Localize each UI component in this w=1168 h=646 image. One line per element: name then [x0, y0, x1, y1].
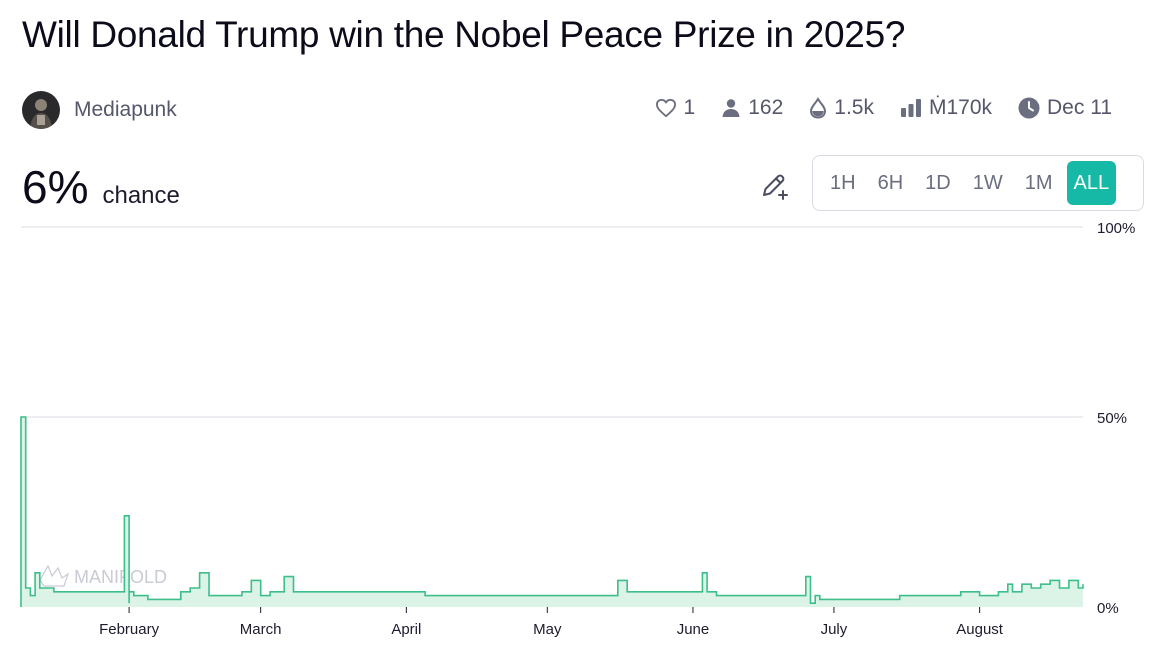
y-tick-label: 100%: [1097, 220, 1135, 237]
time-range-selector: 1H 6H 1D 1W 1M ALL: [812, 155, 1144, 211]
range-all-button[interactable]: ALL: [1066, 161, 1117, 205]
x-tick-label: July: [821, 621, 848, 638]
series-area: [21, 417, 1083, 607]
y-axis-labels: 100% 50% 0%: [1097, 220, 1135, 617]
x-tick-label: February: [99, 621, 160, 638]
x-tick-label: April: [391, 621, 421, 638]
range-1w-button[interactable]: 1W: [972, 171, 1003, 194]
likes-stat[interactable]: 1: [655, 96, 696, 120]
pencil-plus-icon: [763, 174, 788, 200]
close-date-stat[interactable]: Dec 11: [1018, 96, 1112, 120]
probability-value: 6%: [22, 161, 89, 213]
range-1h-button[interactable]: 1H: [830, 171, 856, 194]
author[interactable]: Mediapunk: [22, 91, 177, 129]
x-tick-label: June: [677, 621, 710, 638]
x-tick-label: May: [533, 621, 562, 638]
traders-stat[interactable]: 162: [721, 96, 783, 120]
traders-count: 162: [748, 96, 784, 119]
avatar[interactable]: [22, 91, 60, 129]
bar-chart-icon: [900, 99, 921, 117]
y-tick-label: 50%: [1097, 410, 1127, 427]
chart-series: [20, 416, 1084, 607]
range-1d-button[interactable]: 1D: [925, 171, 951, 194]
probability-chart[interactable]: MANIFOLD 100% 50% 0% February March April May…: [0, 216, 1168, 646]
market-title: Will Donald Trump win the Nobel Peace Pr…: [22, 14, 906, 55]
x-axis-labels: February March April May June July August: [99, 607, 1004, 638]
watermark-text: MANIFOLD: [74, 567, 167, 587]
probability-label: chance: [102, 182, 180, 209]
volume-amount: Ṁ170k: [928, 96, 993, 119]
user-icon: [722, 99, 740, 117]
liquidity-amount: 1.5k: [834, 96, 874, 119]
close-date: Dec 11: [1047, 96, 1112, 119]
author-name[interactable]: Mediapunk: [74, 98, 177, 121]
x-tick-label: August: [956, 621, 1004, 638]
series-line: [20, 416, 1084, 607]
avatar-image: [22, 91, 60, 129]
x-tick-label: March: [240, 621, 282, 638]
range-6h-button[interactable]: 6H: [877, 171, 904, 194]
market-stats: 1 162 1.5k Ṁ170k Dec 11: [655, 96, 1112, 120]
y-tick-label: 0%: [1097, 600, 1119, 617]
likes-count: 1: [683, 96, 696, 119]
droplet-icon: [810, 97, 827, 119]
volume-stat[interactable]: Ṁ170k: [900, 96, 992, 120]
add-annotation-button[interactable]: [760, 171, 790, 201]
chart-gridlines: [21, 226, 1083, 418]
clock-icon: [1018, 97, 1040, 119]
range-1m-button[interactable]: 1M: [1024, 171, 1053, 194]
manifold-watermark: MANIFOLD: [39, 564, 167, 587]
liquidity-stat[interactable]: 1.5k: [809, 96, 874, 120]
probability-display: 6% chance: [22, 160, 180, 214]
heart-icon: [655, 98, 676, 118]
